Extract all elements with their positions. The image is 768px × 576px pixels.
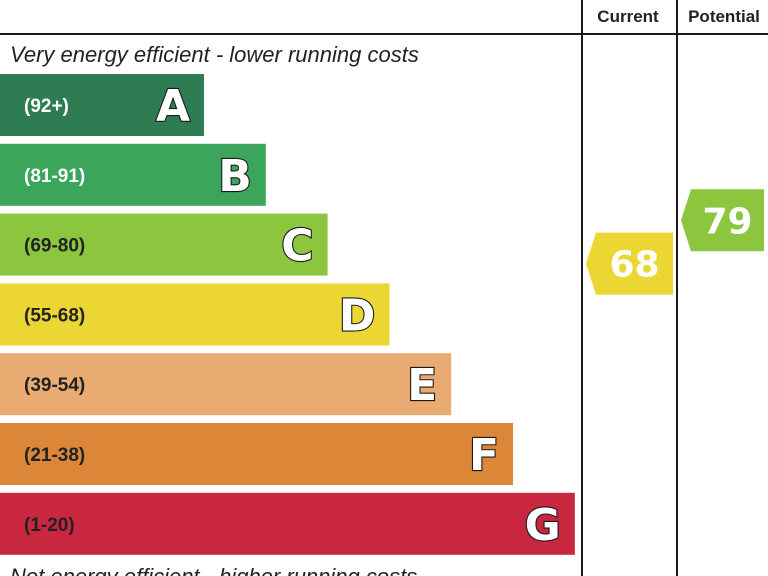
- band-range-f: (21-38): [24, 445, 85, 466]
- band-letter-g: G: [525, 500, 561, 551]
- band-letter-c: C: [281, 221, 313, 272]
- band-range-a: (92+): [24, 96, 69, 117]
- band-bar-d: [0, 283, 390, 346]
- band-range-b: (81-91): [24, 166, 85, 187]
- band-letter-b: B: [218, 151, 252, 202]
- current-rating-arrow: [586, 232, 673, 295]
- band-bar-e: [0, 353, 452, 416]
- bottom-caption: Not energy efficient - higher running co…: [10, 564, 417, 576]
- band-range-e: (39-54): [24, 375, 85, 396]
- band-bar-f: [0, 423, 513, 485]
- top-caption: Very energy efficient - lower running co…: [10, 42, 419, 67]
- band-letter-a: A: [156, 81, 190, 132]
- potential-rating-value: 79: [702, 201, 752, 242]
- band-letter-f: F: [469, 430, 499, 481]
- band-bar-a: [0, 74, 204, 136]
- band-letter-d: D: [339, 290, 376, 341]
- potential-rating-arrow: [681, 189, 764, 252]
- band-range-d: (55-68): [24, 305, 85, 326]
- band-range-g: (1-20): [24, 515, 75, 536]
- band-bar-b: [0, 143, 266, 206]
- band-letter-e: E: [407, 360, 437, 411]
- current-rating-value: 68: [609, 245, 659, 286]
- rating-bands: (92+) A (81-91) B (69-80) C (55-68) D (39-54) E (2…: [0, 74, 575, 555]
- band-range-c: (69-80): [24, 236, 85, 257]
- band-bar-g: [0, 492, 575, 555]
- rating-markers: 68 79: [586, 189, 764, 295]
- band-bar-c: [0, 213, 328, 276]
- current-column-header: Current: [597, 7, 659, 26]
- potential-column-header: Potential: [688, 7, 760, 26]
